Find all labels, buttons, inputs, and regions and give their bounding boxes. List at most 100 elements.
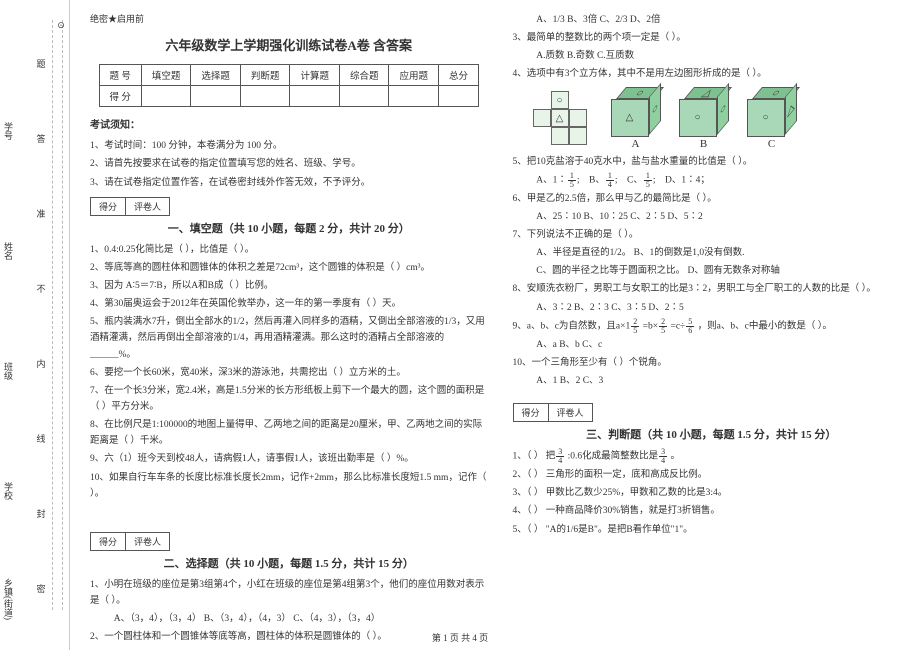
page-footer: 第 1 页 共 4 页	[0, 631, 920, 644]
cube-label: C	[768, 138, 775, 150]
notice-item: 3、请在试卷指定位置作答，在试卷密封线外作答无效，不予评分。	[90, 175, 488, 191]
binding-field-school: 学校	[2, 482, 15, 500]
q: 4、第30届奥运会于2012年在英国伦敦举办，这一年的第一季度有（ ）天。	[90, 296, 488, 312]
marker-cell: 评卷人	[549, 403, 593, 422]
section-1-title: 一、填空题（共 10 小题，每题 2 分，共计 20 分）	[90, 220, 488, 236]
q-options: A、3∶2 B、2∶3 C、3∶5 D、2∶5	[513, 300, 911, 316]
q: 5、（ ） "A的1/6是B"。是把B看作单位"1"。	[513, 522, 911, 538]
th-app: 应用题	[389, 65, 439, 86]
q: 7、下列说法不正确的是（ ）。	[513, 227, 911, 243]
net-face	[569, 109, 587, 127]
cube-front-face: ○	[747, 99, 785, 137]
cube-label: B	[700, 138, 707, 150]
content-area: 绝密★启用前 六年级数学上学期强化训练试卷A卷 含答案 题 号 填空题 选择题 …	[70, 0, 920, 650]
notice-item: 1、考试时间：100 分钟，本卷满分为 100 分。	[90, 138, 488, 154]
fraction-icon: 34	[556, 448, 564, 465]
cube-front-face: △	[611, 99, 649, 137]
net-face	[551, 127, 569, 145]
q: 6、甲是乙的2.5倍，那么甲与乙的最简比是（ ）。	[513, 191, 911, 207]
q-options: A、a B、b C、c	[513, 337, 911, 353]
score-cell: 得分	[513, 403, 549, 422]
td-blank	[339, 86, 389, 107]
seal-char: 不	[35, 282, 47, 295]
td-score-label: 得 分	[99, 86, 141, 107]
cube-c: ○ △ ○ C	[747, 87, 797, 150]
right-column: A、1/3 B、3倍 C、2/3 D、2倍 3、最简单的整数比的两个项一定是（ …	[513, 10, 911, 640]
q: 7、在一个长3分米，宽2.4米，高是1.5分米的长方形纸板上剪下一个最大的圆，这…	[90, 383, 488, 415]
cube-b: △ ○ ○ B	[679, 87, 729, 150]
q-options: C、圆的半径之比等于圆面积之比。 D、圆有无数条对称轴	[513, 263, 911, 279]
binding-dashed-line	[52, 20, 53, 610]
q9-mid1: =b×	[643, 321, 658, 331]
cube-net: ○ △	[533, 91, 593, 145]
opt-b-label: B、	[589, 175, 605, 185]
s3q1-suffix: 。	[671, 452, 681, 462]
seal-char: 内	[35, 357, 47, 370]
td-blank	[240, 86, 290, 107]
q9-mid2: =c÷	[670, 321, 685, 331]
cube-a: ○ ○ △ A	[611, 87, 661, 150]
notice-item: 2、请首先按要求在试卷的指定位置填写您的姓名、班级、学号。	[90, 156, 488, 172]
binding-field-id: 学号	[2, 122, 15, 140]
fraction-icon: 56	[686, 318, 694, 335]
fraction-icon: 15	[644, 172, 652, 189]
q-s3-1: 1、（ ） 把34 :0.6化成最简整数比是34 。	[513, 448, 911, 465]
marker-cell: 评卷人	[126, 532, 170, 551]
seal-char: 密	[35, 582, 47, 595]
exam-title: 六年级数学上学期强化训练试卷A卷 含答案	[90, 35, 488, 54]
fraction-icon: 25	[631, 318, 639, 335]
q: 10、如果自行车车条的长度比标准长度长2mm，记作+2mm，那么比标准长度短1.…	[90, 470, 488, 502]
opt-c-label: C、	[627, 175, 643, 185]
cube-front-face: ○	[679, 99, 717, 137]
q: 8、安顺洗衣粉厂，男职工与女职工的比是3∶2，男职工与全厂职工的人数的比是（ ）…	[513, 281, 911, 297]
net-face	[533, 109, 551, 127]
left-column: 绝密★启用前 六年级数学上学期强化训练试卷A卷 含答案 题 号 填空题 选择题 …	[90, 10, 488, 640]
q-options: A、25∶10 B、10∶25 C、2∶5 D、5∶2	[513, 209, 911, 225]
cube-label: A	[632, 138, 640, 150]
q: 5、瓶内装满水7升，倒出全部水的1/2，然后再灌入同样多的酒精，又倒出全部溶液的…	[90, 314, 488, 362]
fraction-icon: 15	[568, 172, 576, 189]
s3q1-mid: :0.6化成最简整数比是	[568, 452, 659, 462]
q: 5、把10克盐溶于40克水中，盐与盐水重量的比值是（ ）。	[513, 154, 911, 170]
th-num: 题 号	[99, 65, 141, 86]
notice-heading: 考试须知：	[90, 117, 488, 134]
th-judge: 判断题	[240, 65, 290, 86]
section-score-box: 得分 评卷人	[90, 532, 488, 551]
binding-field-township: 乡镇(街道)	[2, 578, 15, 620]
q: 3、最简单的整数比的两个项一定是（ ）。	[513, 30, 911, 46]
q: 9、六（1）班今天到校48人，请病假1人，请事假1人，该班出勤率是（ ）%。	[90, 451, 488, 467]
q9-suffix: ，则a、b、c中最小的数是（ ）。	[698, 321, 832, 331]
q: 3、因为 A∶5＝7∶B，所以A和B成（ ）比例。	[90, 278, 488, 294]
q: 2、（ ） 三角形的面积一定，底和高成反比例。	[513, 467, 911, 483]
q-options: A、（3，4），（3，4） B、（3，4），（4，3） C、（4，3），（3，4…	[90, 611, 488, 627]
fraction-icon: 25	[659, 318, 667, 335]
q5-options: A、1∶15; B、14; C、15; D、1∶4；	[513, 172, 911, 189]
secrecy-label: 绝密★启用前	[90, 12, 488, 27]
opt-d-label: D、1∶4；	[665, 175, 710, 185]
q: 4、（ ） 一种商品降价30%销售，就是打3折销售。	[513, 503, 911, 519]
opt-a-label: A、1∶	[536, 175, 567, 185]
fraction-icon: 14	[606, 172, 614, 189]
td-blank	[141, 86, 191, 107]
td-blank	[290, 86, 340, 107]
score-cell: 得分	[90, 532, 126, 551]
section-score-box: 得分 评卷人	[90, 197, 488, 216]
td-blank	[438, 86, 478, 107]
seal-char: 封	[35, 507, 47, 520]
q: 4、选项中有3个立方体，其中不是用左边图形折成的是（ ）。	[513, 66, 911, 82]
net-face: △	[551, 109, 569, 127]
q: 2、等底等高的圆柱体和圆锥体的体积之差是72cm³，这个圆锥的体积是（ ）cm³…	[90, 260, 488, 276]
th-fill: 填空题	[141, 65, 191, 86]
q: 6、要挖一个长60米，宽40米，深3米的游泳池，共需挖出（ ）立方米的土。	[90, 365, 488, 381]
q-options: A、1/3 B、3倍 C、2/3 D、2倍	[513, 12, 911, 28]
score-summary-table: 题 号 填空题 选择题 判断题 计算题 综合题 应用题 总分 得 分	[99, 64, 480, 107]
marker-cell: 评卷人	[126, 197, 170, 216]
td-blank	[191, 86, 241, 107]
seal-char: 答	[35, 132, 47, 145]
th-comp: 综合题	[339, 65, 389, 86]
q-options: A、1 B、2 C、3	[513, 373, 911, 389]
q9: 9、a、b、c为自然数，且a×125 =b×25 =c÷56 ，则a、b、c中最…	[513, 318, 911, 335]
td-blank	[389, 86, 439, 107]
net-face	[569, 127, 587, 145]
binding-margin: 乡镇(街道) 学校 班级 姓名 学号 密 封 线 内 不 准 答 题 ⊙	[0, 0, 70, 650]
